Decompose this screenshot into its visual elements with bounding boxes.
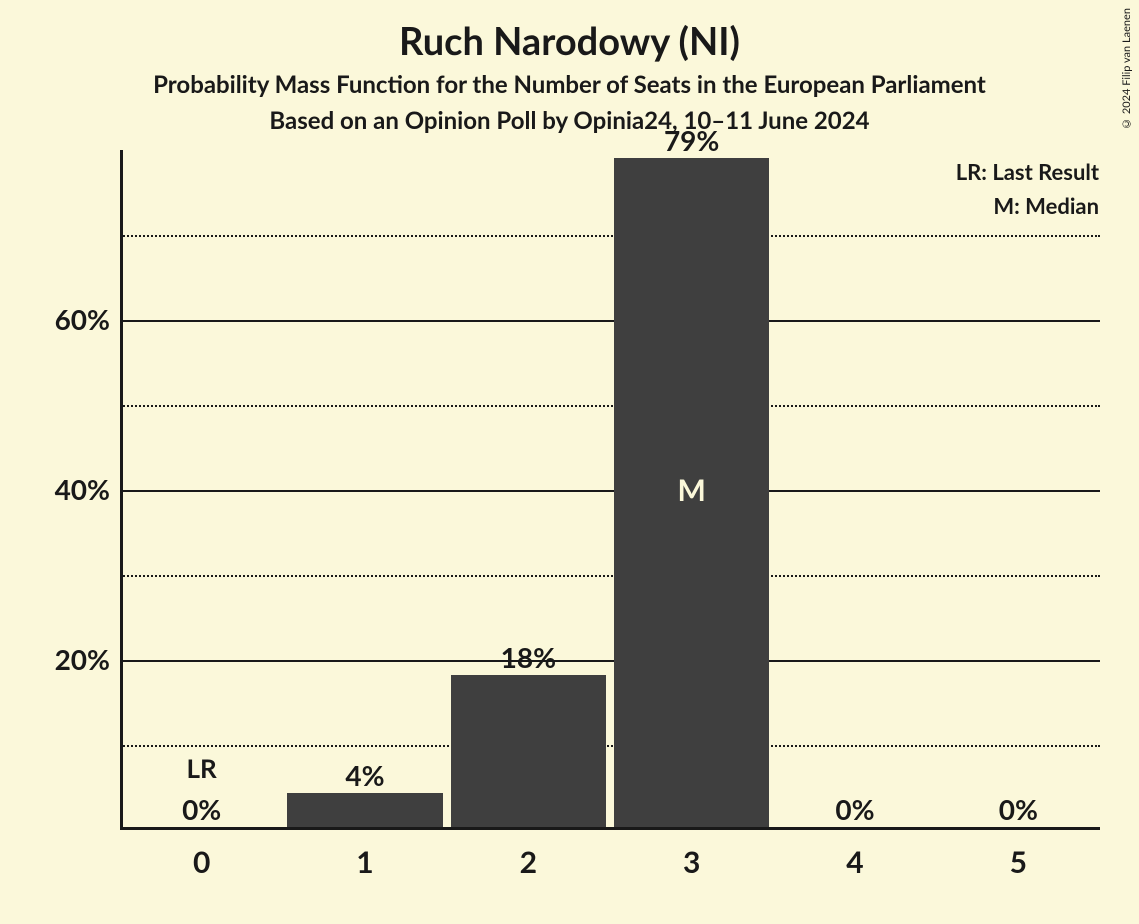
bar-value-label: 0% <box>122 792 282 826</box>
median-marker: M <box>612 472 772 508</box>
x-axis <box>120 827 1100 830</box>
chart-subtitle-2: Based on an Opinion Poll by Opinia24, 10… <box>0 106 1139 135</box>
bar <box>287 793 442 827</box>
bar-value-label: 0% <box>775 792 935 826</box>
gridline-minor <box>120 745 1100 747</box>
gridline-major <box>120 490 1100 492</box>
bar-value-label: 79% <box>612 123 772 157</box>
gridline-minor <box>120 405 1100 407</box>
x-tick-label: 5 <box>938 844 1098 880</box>
x-tick-label: 0 <box>122 844 282 880</box>
plot-area: 20%40%60%00%LR14%218%379%M40%50% <box>120 150 1100 830</box>
chart-subtitle-1: Probability Mass Function for the Number… <box>0 70 1139 99</box>
gridline-minor <box>120 235 1100 237</box>
x-tick-label: 1 <box>285 844 445 880</box>
bar <box>451 675 606 827</box>
x-tick-label: 2 <box>448 844 608 880</box>
bar-value-label: 18% <box>448 640 608 674</box>
gridline-minor <box>120 575 1100 577</box>
y-tick-label: 60% <box>30 302 110 336</box>
last-result-marker: LR <box>122 752 282 784</box>
chart-title: Ruch Narodowy (NI) <box>0 18 1139 64</box>
bar-value-label: 0% <box>938 792 1098 826</box>
gridline-major <box>120 320 1100 322</box>
pmf-chart: Ruch Narodowy (NI) Probability Mass Func… <box>0 0 1139 924</box>
y-tick-label: 20% <box>30 642 110 676</box>
x-tick-label: 3 <box>612 844 772 880</box>
bar-value-label: 4% <box>285 758 445 792</box>
x-tick-label: 4 <box>775 844 935 880</box>
copyright-text: © 2024 Filip van Laenen <box>1120 8 1133 130</box>
gridline-major <box>120 660 1100 662</box>
y-tick-label: 40% <box>30 472 110 506</box>
